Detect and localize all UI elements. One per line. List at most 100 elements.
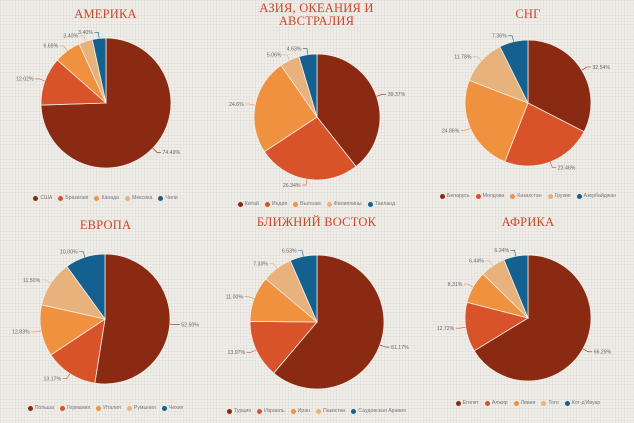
legend-item[interactable]: Таиланд [367, 201, 395, 207]
legend-item[interactable]: Того [541, 400, 559, 406]
legend-item[interactable]: Израиль [257, 408, 285, 414]
slice-value-label: 66.29% [594, 350, 612, 356]
legend-item[interactable]: Молдова [475, 193, 504, 199]
slice-value-label: 10.00% [60, 249, 78, 255]
legend-item[interactable]: Китай [237, 201, 259, 207]
slice-value-label: 61.17% [391, 345, 409, 351]
legend-item[interactable]: Казахстан [510, 193, 542, 199]
legend-item[interactable]: Турция [227, 408, 251, 414]
leader-line-2 [302, 179, 308, 186]
leader-line-3 [463, 283, 474, 288]
leader-line-4 [79, 35, 86, 42]
chart-legend: США Бразилия Канада Мексика Чили [0, 195, 211, 201]
pie-slice-3 [253, 64, 318, 153]
legend-label: Вьетнам [300, 201, 321, 207]
legend-marker-icon [257, 408, 263, 414]
slice-value-label: 11.78% [454, 54, 472, 60]
legend-label: Казахстан [517, 193, 542, 199]
legend-label: Беларусь [446, 193, 470, 199]
leader-line-2 [35, 78, 45, 82]
pie-chart: 52.50% 13.17% 12.83% 11.50% 10.00% [12, 249, 199, 385]
legend-item[interactable]: Польша [27, 405, 54, 411]
pie-chart: 74.49% 12.02% 6.69% 3.40%3.40% [16, 30, 181, 169]
legend-label: Филиппины [333, 201, 362, 207]
legend-item[interactable]: Чехия [161, 405, 184, 411]
slice-value-label: 6.44% [469, 259, 484, 265]
leader-line-5 [298, 250, 304, 257]
legend-item[interactable]: Италия [96, 405, 121, 411]
slice-value-label: 11.50% [23, 278, 41, 284]
legend-label: Индия [271, 201, 288, 207]
legend-marker-icon [475, 193, 481, 199]
slice-value-label: 5.06% [267, 53, 282, 59]
legend-label: Польша [34, 405, 54, 411]
legend-marker-icon [126, 405, 132, 411]
legend-item[interactable]: Грузия [547, 193, 571, 199]
legend-label: Чехия [168, 405, 184, 411]
legend-item[interactable]: Ливия [513, 400, 535, 406]
legend-item[interactable]: Румыния [126, 405, 156, 411]
legend-item[interactable]: Бразилия [58, 195, 88, 201]
leader-line-3 [244, 296, 255, 300]
slice-value-label: 23.46% [558, 165, 576, 171]
leader-line-5 [94, 32, 100, 39]
legend-item[interactable]: Мексика [125, 195, 152, 201]
slice-value-label: 3.40% [63, 33, 78, 39]
pie-slice-2 [249, 321, 318, 374]
legend-item[interactable]: США [33, 195, 52, 201]
leader-line-4 [473, 56, 482, 61]
legend-item[interactable]: Вьетнам [293, 201, 321, 207]
legend-item[interactable]: Германия [59, 405, 90, 411]
legend-item[interactable]: Алжир [484, 400, 508, 406]
legend-marker-icon [58, 195, 64, 201]
legend-item[interactable]: Кот-д'Ивуар [564, 400, 600, 406]
chart-legend: Беларусь Молдова Казахстан Грузия Азербайджа… [422, 193, 634, 199]
chart-panel-1: АМЕРИКА 74.49% 12.02% 6.69% 3.40% 3.40% США Бра… [0, 0, 211, 211]
slice-value-label: 13.97% [227, 350, 245, 356]
chart-legend: Китай Индия Вьетнам Филиппины Таиланд [211, 201, 422, 207]
legend-label: Израиль [264, 408, 285, 414]
legend-item[interactable]: Азербайджан [576, 193, 616, 199]
pie-slice-5 [289, 254, 318, 323]
legend-item[interactable]: Египет [455, 400, 479, 406]
legend-item[interactable]: Пакистан [315, 408, 346, 414]
leader-line-1 [169, 323, 180, 325]
legend-marker-icon [33, 195, 39, 201]
pie-slice-3 [464, 79, 529, 163]
legend-label: Турция [234, 408, 252, 414]
legend-marker-icon [264, 201, 270, 207]
chart-panel-4: ЕВРОПА 52.50% 13.17% 12.83% 11.50% 10.00% Поль… [0, 212, 211, 423]
leader-line-5 [79, 251, 86, 258]
legend-marker-icon [94, 195, 100, 201]
leader-line-1 [582, 348, 593, 353]
legend-item[interactable]: Филиппины [326, 201, 362, 207]
legend-marker-icon [576, 193, 582, 199]
leader-line-4 [283, 54, 290, 61]
legend-marker-icon [547, 193, 553, 199]
pie-slice-5 [499, 39, 529, 104]
pie-slice-2 [504, 102, 585, 167]
legend-item[interactable]: Канада [94, 195, 119, 201]
legend-item[interactable]: Беларусь [439, 193, 470, 199]
legend-label: Пакистан [322, 408, 346, 414]
legend-label: Китай [244, 201, 259, 207]
leader-line-3 [245, 103, 256, 106]
leader-line-5 [510, 249, 516, 257]
leader-line-3 [460, 128, 471, 131]
legend-item[interactable]: Индия [264, 201, 288, 207]
slice-value-label: 13.17% [43, 377, 61, 383]
legend-marker-icon [315, 408, 321, 414]
pie-slice-2 [50, 318, 106, 384]
legend-item[interactable]: Чили [158, 195, 178, 201]
legend-item[interactable]: Иран [290, 408, 310, 414]
legend-label: Румыния [133, 405, 156, 411]
pie-chart: 39.37% 26.34% 24.6% 5.06% 4.63% [229, 47, 406, 189]
slice-value-label: 74.49% [163, 150, 181, 156]
slice-value-label: 24.6% [229, 102, 244, 108]
legend-marker-icon [351, 408, 357, 414]
chart-legend: Польша Германия Италия Румыния Чехия [0, 405, 211, 411]
legend-marker-icon [290, 408, 296, 414]
legend-marker-icon [158, 195, 164, 201]
legend-item[interactable]: Саудовская Аравия [351, 408, 406, 414]
legend-marker-icon [510, 193, 516, 199]
